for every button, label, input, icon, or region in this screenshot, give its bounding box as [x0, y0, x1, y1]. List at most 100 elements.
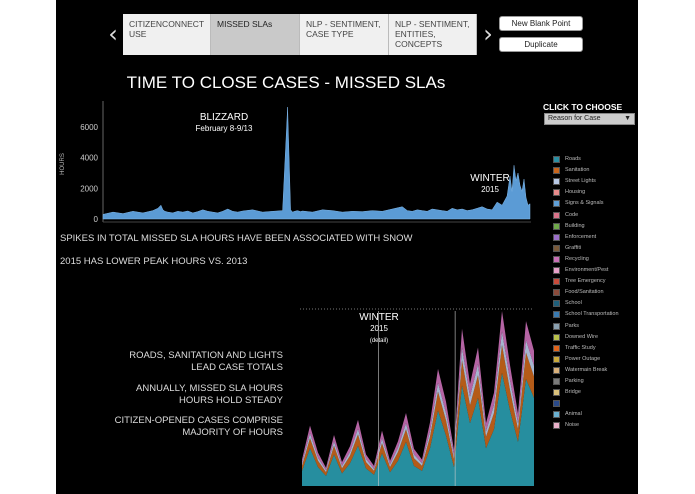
legend-swatch [553, 422, 560, 430]
tab-nlp-sentiment-case-type[interactable]: NLP - SENTIMENT, CASE TYPE [300, 14, 389, 55]
note-citizen-line1: CITIZEN-OPENED CASES COMPRISE [114, 415, 283, 426]
y-tick-label: 6000 [80, 123, 98, 132]
legend-label: Noise [565, 422, 580, 429]
hours-area-series [102, 107, 531, 220]
legend-swatch [553, 378, 560, 385]
winter-detail-title: WINTER [359, 312, 399, 323]
chooser-title: CLICK TO CHOOSE [543, 102, 623, 112]
note-lead-case: ROADS, SANITATION AND LIGHTS LEAD CASE T… [96, 350, 283, 374]
note-citizen-opened: CITIZEN-OPENED CASES COMPRISE MAJORITY O… [96, 415, 283, 439]
legend-swatch [553, 189, 560, 197]
winter-year: 2015 [481, 185, 499, 194]
legend-swatch [553, 255, 560, 263]
stack-series-other [302, 311, 534, 471]
legend-label: Food/Sanitation [565, 289, 604, 296]
chevron-down-icon: ▼ [624, 115, 631, 122]
note-peak: 2015 HAS LOWER PEAK HOURS VS. 2013 [60, 256, 248, 267]
missed-sla-hours-chart: HOURS 6000 4000 2000 0 [60, 101, 534, 486]
legend-label: Building [565, 222, 585, 229]
legend-swatch [553, 300, 560, 308]
winter-annotation: WINTER 2015 [468, 173, 512, 195]
legend-label: Environment/Pest [565, 267, 609, 273]
legend-label: Recycling [565, 255, 589, 262]
note-annual-line1: ANNUALLY, MISSED SLA HOURS [136, 383, 283, 394]
note-snow: SPIKES IN TOTAL MISSED SLA HOURS HAVE BE… [60, 233, 413, 244]
legend-swatch [553, 156, 560, 163]
winter-detail-note: (detail) [369, 338, 389, 344]
y-tick-label: 4000 [80, 154, 98, 163]
legend-swatch [553, 233, 560, 241]
page-title: TIME TO CLOSE CASES - MISSED SLAs [126, 73, 446, 92]
legend-label: Signs & Signals [565, 200, 604, 207]
new-blank-point-button[interactable]: New Blank Point [499, 16, 583, 31]
stack-series-street-lights [302, 331, 534, 473]
y-tick-label: 0 [94, 215, 99, 224]
winter-title: WINTER [470, 173, 510, 184]
legend-label: School Transportation [565, 311, 619, 318]
legend-label: Enforcement [565, 233, 597, 240]
blizzard-annotation: BLIZZARD February 8-9/13 [194, 112, 254, 134]
legend-label: Animal [565, 411, 582, 418]
blizzard-title: BLIZZARD [199, 112, 249, 123]
legend-swatch [553, 200, 560, 208]
legend-swatch [553, 322, 560, 330]
legend-swatch [553, 400, 560, 408]
note-annual: ANNUALLY, MISSED SLA HOURS HOURS HOLD ST… [96, 383, 283, 407]
dropdown-value: Reason for Case [548, 115, 601, 122]
tab-label: NLP - SENTIMENT, ENTITIES, CONCEPTS [395, 19, 470, 49]
legend-label: Bridge [565, 389, 581, 396]
legend-label: Housing [565, 189, 586, 196]
legend-swatch [553, 344, 560, 352]
y-axis-label: HOURS [60, 153, 66, 175]
reason-dropdown[interactable]: Reason for Case ▼ [544, 113, 635, 125]
stack-series-sanitation [302, 345, 534, 476]
legend-swatch [553, 211, 560, 219]
legend-swatch [553, 389, 560, 397]
tab-label: MISSED SLAs [217, 19, 273, 29]
legend-label: Parking [565, 378, 584, 384]
tab-label: NLP - SENTIMENT, CASE TYPE [306, 19, 381, 39]
legend-label: School [565, 300, 582, 307]
legend-swatch [553, 167, 560, 175]
legend-label: Traffic Study [565, 344, 596, 351]
y-ticks: 6000 4000 2000 0 [80, 123, 98, 224]
legend-swatch [553, 244, 560, 252]
legend-label: Roads [565, 156, 581, 162]
legend-swatch [553, 178, 560, 186]
note-citizen-line2: MAJORITY OF HOURS [182, 427, 283, 438]
tab-nlp-sentiment-entities[interactable]: NLP - SENTIMENT, ENTITIES, CONCEPTS [389, 14, 477, 55]
blizzard-date: February 8-9/13 [195, 124, 253, 133]
legend-label: Downed Wire [565, 333, 599, 340]
legend-label: Graffiti [565, 244, 582, 251]
duplicate-button[interactable]: Duplicate [499, 37, 583, 52]
tab-missed-slas[interactable]: MISSED SLAs [211, 14, 300, 55]
dashboard-canvas: ‹ › CITIZENCONNECT USE MISSED SLAs NLP -… [56, 0, 638, 494]
legend-swatch [553, 289, 560, 297]
detail-stacked-area [302, 311, 534, 486]
legend-swatch [553, 267, 560, 274]
winter-detail-year: 2015 [370, 324, 388, 333]
note-lead-case-line2: LEAD CASE TOTALS [191, 362, 283, 373]
winter-detail-annotation: WINTER 2015 (detail) [357, 312, 401, 347]
tab-label: CITIZENCONNECT USE [129, 19, 204, 39]
legend-swatch [553, 411, 560, 419]
legend-label: Parks [565, 322, 580, 329]
legend-label: Sanitation [565, 167, 590, 174]
stack-series-roads [302, 372, 534, 486]
note-lead-case-line1: ROADS, SANITATION AND LIGHTS [129, 350, 283, 361]
legend-swatch [553, 366, 560, 374]
legend-label: Tree Emergency [565, 278, 606, 285]
chevron-left-icon[interactable]: ‹ [108, 20, 118, 48]
legend-swatch [553, 333, 560, 341]
legend-swatch [553, 222, 560, 230]
tab-citizenconnect-use[interactable]: CITIZENCONNECT USE [123, 14, 211, 55]
y-tick-label: 2000 [80, 184, 98, 193]
legend-label: Street Lights [565, 178, 596, 185]
legend-swatch [553, 278, 560, 286]
chevron-right-icon[interactable]: › [483, 20, 493, 48]
legend-swatch [553, 355, 560, 363]
legend-swatch [553, 311, 560, 319]
note-annual-line2: HOURS HOLD STEADY [179, 395, 283, 406]
legend-label: Code [565, 211, 579, 218]
legend-label: Watermain Break [565, 366, 608, 373]
